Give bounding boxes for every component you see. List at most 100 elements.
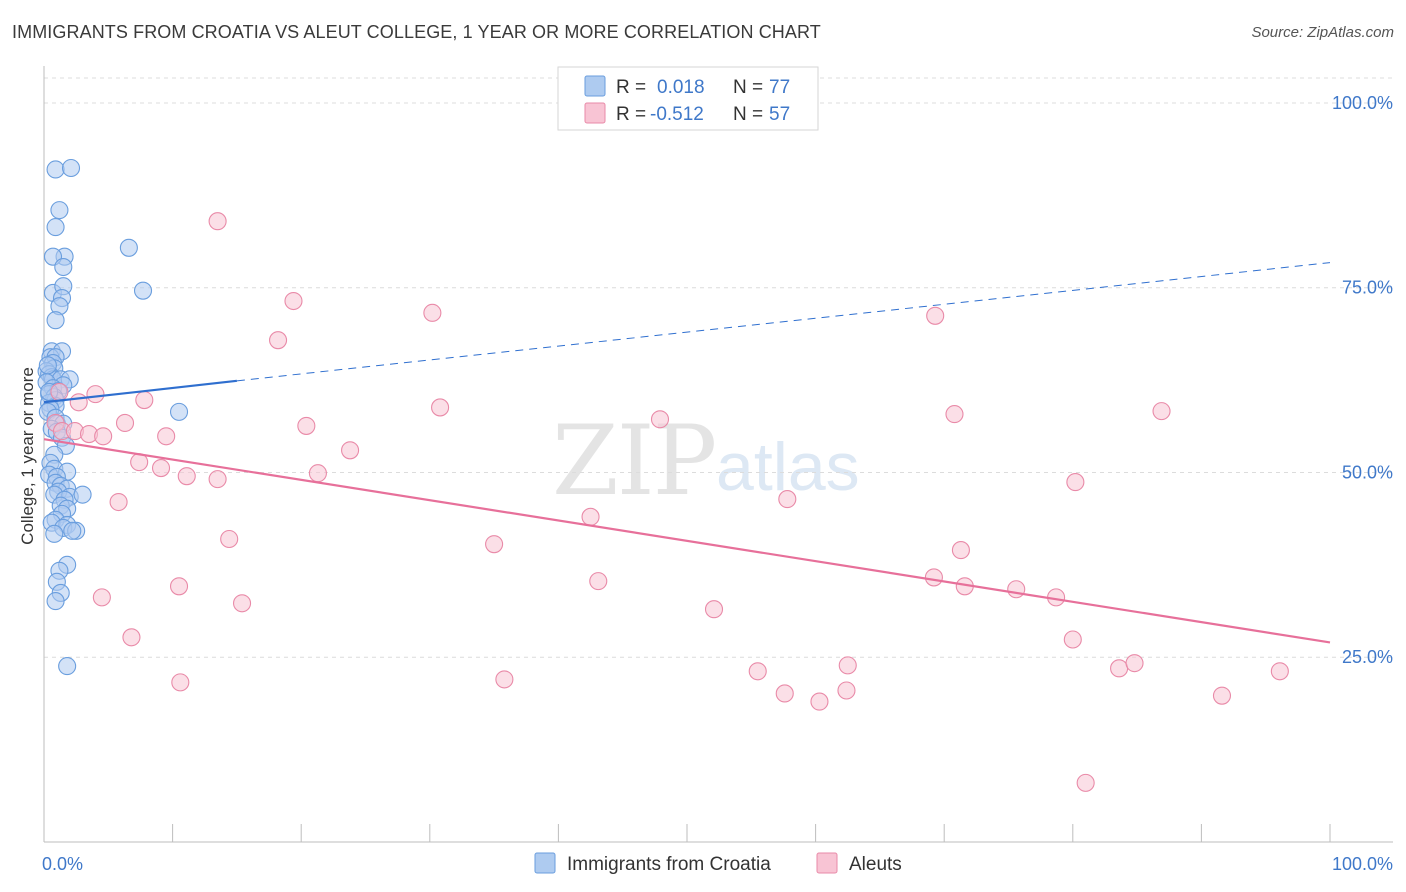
aleuts-point-45 (495, 670, 514, 689)
watermark-zip: ZIP (552, 405, 715, 517)
aleuts-point-2 (423, 303, 442, 322)
aleuts-point-8 (69, 393, 88, 412)
aleuts-point-51 (775, 684, 794, 703)
croatia-point-0 (46, 160, 65, 179)
aleuts-point-1 (284, 291, 303, 311)
aleuts-point-21 (341, 441, 360, 460)
aleuts-point-9 (431, 398, 450, 417)
aleuts-point-5 (86, 385, 105, 404)
aleuts-point-28 (109, 492, 128, 512)
croatia-point-3 (46, 218, 65, 237)
y-axis-label: College, 1 year or more (18, 367, 37, 545)
bottom-legend-swatch-croatia (534, 852, 556, 874)
bottom-legend-label-croatia: Immigrants from Croatia (567, 854, 771, 875)
croatia-point-74 (58, 657, 77, 676)
aleuts-point-11 (1152, 402, 1171, 421)
croatia-point-2 (50, 201, 69, 220)
croatia-point-57 (73, 485, 92, 504)
aleuts-point-52 (810, 692, 829, 711)
aleuts-point-39 (92, 588, 111, 607)
legend-n-value-2: 57 (769, 104, 790, 125)
y-tick-labels: 25.0% 50.0% 75.0% 100.0% (1332, 93, 1393, 667)
y-tick-label-75: 75.0% (1342, 278, 1393, 298)
aleuts-point-25 (308, 464, 327, 483)
legend-swatch-croatia (584, 75, 606, 97)
croatia-trend-solid (43, 379, 238, 404)
trend-lines (43, 262, 1331, 644)
croatia-point-7 (119, 238, 138, 257)
aleuts-point-48 (1110, 659, 1129, 678)
aleuts-point-55 (1076, 773, 1095, 792)
series-aleuts-points (46, 212, 1289, 792)
aleuts-point-42 (122, 628, 141, 647)
croatia-point-37 (169, 402, 189, 421)
aleuts-point-26 (208, 470, 227, 489)
croatia-point-12 (46, 311, 65, 330)
aleuts-point-19 (94, 427, 113, 446)
croatia-point-76 (38, 356, 57, 375)
bottom-legend-label-aleuts: Aleuts (849, 854, 902, 875)
y-tick-label-100: 100.0% (1332, 93, 1393, 113)
aleuts-point-13 (115, 413, 135, 433)
croatia-trend-dashed (236, 262, 1331, 382)
aleuts-point-49 (1125, 654, 1144, 673)
aleuts-point-15 (650, 410, 670, 429)
legend-r-value-2: -0.512 (650, 104, 704, 125)
aleuts-point-37 (1007, 580, 1026, 599)
source-label: Source: ZipAtlas.com (1251, 24, 1394, 41)
aleuts-point-47 (838, 656, 857, 675)
bottom-legend: Immigrants from Croatia Aleuts (534, 852, 902, 875)
x-tick-label-max: 100.0% (1332, 854, 1393, 874)
aleuts-point-3 (926, 306, 945, 325)
aleuts-point-6 (50, 382, 69, 401)
aleuts-point-24 (177, 467, 196, 486)
aleuts-point-27 (1066, 473, 1085, 492)
aleuts-point-14 (297, 416, 316, 435)
y-tick-label-25: 25.0% (1342, 647, 1393, 667)
legend-n-label-2: N = (733, 104, 763, 125)
aleuts-point-50 (1270, 662, 1289, 681)
aleuts-point-32 (951, 541, 970, 560)
aleuts-point-20 (157, 427, 176, 446)
aleuts-point-34 (589, 572, 608, 591)
aleuts-point-35 (924, 568, 943, 587)
aleuts-point-56 (581, 507, 600, 526)
aleuts-point-44 (171, 673, 190, 692)
aleuts-point-10 (945, 405, 964, 424)
legend-r-label-2: R = (616, 104, 646, 125)
legend-n-label-1: N = (733, 77, 763, 98)
aleuts-point-54 (1212, 686, 1232, 705)
croatia-point-13 (133, 281, 153, 300)
aleuts-point-29 (778, 490, 797, 509)
legend-swatch-aleuts (584, 102, 606, 124)
aleuts-point-40 (232, 594, 252, 613)
gridlines (44, 77, 1393, 658)
aleuts-point-0 (208, 212, 227, 231)
croatia-point-6 (54, 257, 73, 277)
aleuts-point-4 (269, 331, 288, 350)
aleuts-point-41 (704, 600, 724, 619)
bottom-legend-swatch-aleuts (816, 852, 838, 874)
chart-title: IMMIGRANTS FROM CROATIA VS ALEUT COLLEGE… (12, 22, 821, 42)
legend-r-value-1: 0.018 (657, 77, 705, 98)
legend-box: R = 0.018 N = 77 R = -0.512 N = 57 (557, 66, 819, 131)
aleuts-point-43 (1063, 630, 1082, 649)
aleuts-point-33 (169, 577, 189, 596)
aleuts-point-31 (485, 535, 504, 554)
aleuts-point-53 (837, 681, 856, 700)
aleuts-point-7 (135, 390, 154, 410)
axes (43, 66, 1393, 843)
aleuts-point-46 (748, 662, 767, 681)
croatia-point-68 (45, 524, 64, 543)
croatia-point-73 (46, 592, 65, 611)
aleuts-point-30 (220, 529, 239, 549)
croatia-point-67 (63, 521, 82, 540)
x-tick-label-min: 0.0% (42, 854, 83, 874)
legend-n-value-1: 77 (769, 77, 790, 98)
legend-r-label-1: R = (616, 77, 646, 98)
y-tick-label-50: 50.0% (1342, 462, 1393, 482)
aleuts-point-23 (151, 458, 171, 478)
croatia-point-1 (61, 158, 81, 178)
aleuts-trend (43, 438, 1331, 644)
